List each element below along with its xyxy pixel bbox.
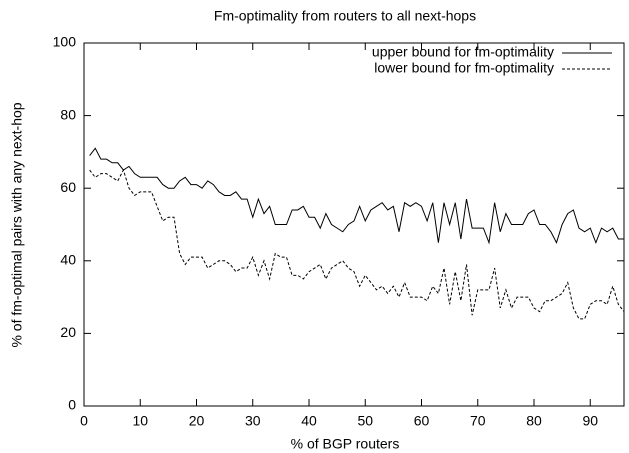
data-line [89, 168, 625, 320]
x-tick-label: 80 [526, 413, 542, 429]
y-tick-label: 20 [60, 324, 76, 340]
x-tick-label: 40 [301, 413, 317, 429]
x-tick-label: 10 [132, 413, 148, 429]
y-axis-label: % of fm-optimal pairs with any next-hop [9, 102, 25, 347]
x-tick-label: 50 [357, 413, 373, 429]
y-tick-label: 40 [60, 252, 76, 268]
x-tick-label: 20 [189, 413, 205, 429]
data-line [89, 147, 624, 245]
x-tick-label: 90 [582, 413, 598, 429]
x-tick-label: 30 [245, 413, 261, 429]
x-tick-label: 60 [414, 413, 430, 429]
chart-title: Fm-optimality from routers to all next-h… [214, 8, 476, 24]
x-axis-label: % of BGP routers [291, 436, 400, 452]
y-tick-label: 80 [60, 106, 76, 122]
y-tick-label: 0 [68, 397, 76, 413]
x-tick-label: 0 [80, 413, 88, 429]
legend-label: upper bound for fm-optimality [372, 44, 554, 60]
x-tick-label: 70 [470, 413, 486, 429]
y-tick-label: 100 [53, 34, 77, 50]
legend-label: lower bound for fm-optimality [374, 60, 554, 76]
y-tick-label: 60 [60, 179, 76, 195]
plot-frame [83, 42, 625, 407]
